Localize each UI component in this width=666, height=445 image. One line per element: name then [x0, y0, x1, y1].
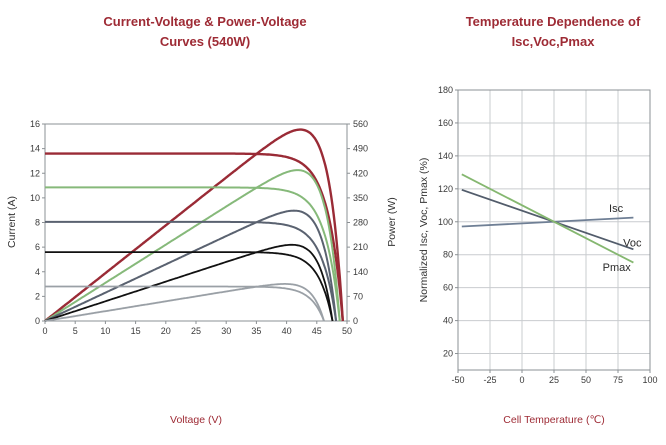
svg-text:30: 30: [221, 326, 231, 336]
svg-text:6: 6: [35, 242, 40, 252]
svg-text:5: 5: [73, 326, 78, 336]
svg-text:120: 120: [438, 184, 453, 194]
svg-text:10: 10: [100, 326, 110, 336]
svg-text:-50: -50: [451, 375, 464, 385]
svg-text:140: 140: [438, 151, 453, 161]
svg-text:180: 180: [438, 85, 453, 95]
svg-text:-25: -25: [483, 375, 496, 385]
svg-text:25: 25: [191, 326, 201, 336]
voltage-axis-label: Voltage (V): [170, 414, 222, 426]
svg-text:10: 10: [30, 193, 40, 203]
svg-text:350: 350: [353, 193, 368, 203]
cell-temperature-axis-label: Cell Temperature (℃): [503, 414, 605, 426]
svg-text:4: 4: [35, 267, 40, 277]
svg-text:490: 490: [353, 144, 368, 154]
svg-text:Pmax: Pmax: [603, 262, 632, 274]
temperature-plot: -50 -25 0 25 50 75 100 20 40 60 80 100 120 140 160 180 I…: [438, 85, 658, 385]
iv-pv-plot: 0 5 10 15 20 25 30 35 40 45 5002468101214160701402…: [30, 119, 368, 336]
svg-text:100: 100: [642, 375, 657, 385]
svg-text:12: 12: [30, 168, 40, 178]
svg-text:70: 70: [353, 291, 363, 301]
temperature-chart-title: Temperature Dependence of Isc,Voc,Pmax: [465, 14, 641, 49]
svg-text:560: 560: [353, 119, 368, 129]
svg-text:210: 210: [353, 242, 368, 252]
svg-text:2: 2: [35, 291, 40, 301]
svg-text:50: 50: [581, 375, 591, 385]
svg-text:Isc: Isc: [609, 203, 624, 215]
svg-text:45: 45: [312, 326, 322, 336]
svg-text:16: 16: [30, 119, 40, 129]
svg-text:60: 60: [443, 283, 453, 293]
svg-text:420: 420: [353, 168, 368, 178]
svg-text:15: 15: [131, 326, 141, 336]
svg-text:0: 0: [35, 316, 40, 326]
svg-text:14: 14: [30, 144, 40, 154]
svg-text:35: 35: [251, 326, 261, 336]
svg-text:20: 20: [443, 349, 453, 359]
svg-text:140: 140: [353, 267, 368, 277]
svg-text:280: 280: [353, 218, 368, 228]
normalized-axis-label: Normalized Isc, Voc, Pmax (%): [418, 157, 430, 303]
svg-text:160: 160: [438, 118, 453, 128]
svg-text:Voc: Voc: [623, 237, 642, 249]
iv-pv-chart-title: Current-Voltage & Power-Voltage Curves (…: [103, 14, 307, 49]
svg-text:8: 8: [35, 218, 40, 228]
svg-text:20: 20: [161, 326, 171, 336]
power-axis-label: Power (W): [386, 197, 398, 247]
svg-text:40: 40: [282, 326, 292, 336]
svg-text:100: 100: [438, 217, 453, 227]
svg-text:0: 0: [42, 326, 47, 336]
svg-text:0: 0: [519, 375, 524, 385]
svg-text:80: 80: [443, 250, 453, 260]
svg-text:0: 0: [353, 316, 358, 326]
current-axis-label: Current (A): [6, 196, 18, 248]
svg-text:50: 50: [342, 326, 352, 336]
svg-text:25: 25: [549, 375, 559, 385]
svg-text:40: 40: [443, 316, 453, 326]
svg-text:75: 75: [613, 375, 623, 385]
